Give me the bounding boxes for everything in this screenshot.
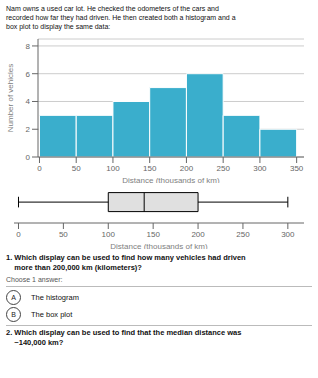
svg-text:Number of vehicles: Number of vehicles <box>8 64 15 132</box>
svg-text:8: 8 <box>26 42 31 51</box>
svg-text:300: 300 <box>253 164 267 173</box>
svg-text:150: 150 <box>143 164 157 173</box>
svg-text:200: 200 <box>191 230 205 239</box>
html-text:box plot to display the same d: box plot to display the same data: <box>6 23 111 30</box>
html-text:~140,000 km?: ~140,000 km? <box>6 338 64 347</box>
html-text:The box plot: The box plot <box>31 310 73 319</box>
svg-text:0: 0 <box>26 153 31 162</box>
svg-text:50: 50 <box>59 230 68 239</box>
html-text:recorded how far they had driv: recorded how far they had driven. He the… <box>6 14 236 21</box>
html-text:Nam owns a used car lot. He ch: Nam owns a used car lot. He checked the … <box>6 5 219 12</box>
svg-text:50: 50 <box>72 164 81 173</box>
svg-text:Distance (thousands of km): Distance (thousands of km) <box>122 176 220 183</box>
svg-text:100: 100 <box>102 230 116 239</box>
svg-text:100: 100 <box>106 164 120 173</box>
svg-text:250: 250 <box>216 164 230 173</box>
svg-text:300: 300 <box>281 230 295 239</box>
svg-text:150: 150 <box>146 230 160 239</box>
html-text:1. Which display can be used t: 1. Which display can be used to find how… <box>6 253 246 262</box>
svg-text:2: 2 <box>26 125 31 134</box>
svg-text:0: 0 <box>37 164 42 173</box>
svg-text:Distance (thousands of km): Distance (thousands of km) <box>110 242 208 249</box>
svg-text:350: 350 <box>290 164 304 173</box>
html-text:A: A <box>11 294 16 301</box>
svg-text:200: 200 <box>180 164 194 173</box>
html-text:Choose 1 answer:: Choose 1 answer: <box>6 276 63 283</box>
html-text:2. Which display can be used t: 2. Which display can be used to find tha… <box>6 328 242 337</box>
svg-text:0: 0 <box>16 230 21 239</box>
svg-text:250: 250 <box>236 230 250 239</box>
html-text:B: B <box>11 311 16 318</box>
html-text:more than 200,000 km (kilomete: more than 200,000 km (kilometers)? <box>6 263 142 272</box>
svg-text:6: 6 <box>26 70 31 79</box>
html-text:The histogram: The histogram <box>31 293 79 302</box>
svg-text:4: 4 <box>26 97 31 106</box>
